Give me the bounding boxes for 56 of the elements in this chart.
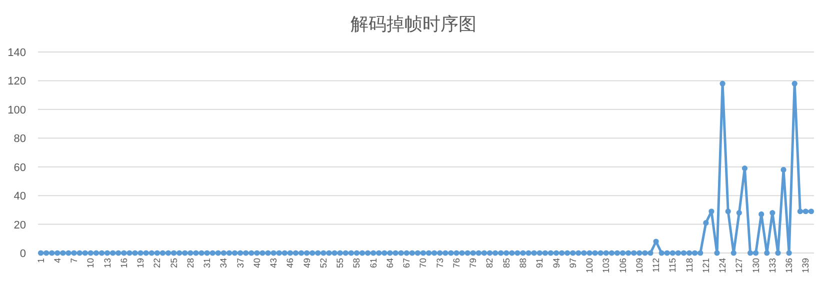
x-tick-label: 64 [384,258,395,268]
x-tick-label: 121 [700,258,711,274]
y-tick-label: 120 [8,76,26,88]
y-tick-label: 60 [14,162,26,174]
y-tick-label: 140 [8,47,26,59]
x-tick-label: 25 [168,258,179,268]
x-tick-label: 52 [318,258,328,268]
x-tick-label: 16 [118,258,129,268]
x-tick-label: 97 [568,258,578,268]
x-tick-label: 127 [734,258,744,274]
x-tick-label: 28 [185,258,196,268]
x-tick-label: 13 [102,258,112,268]
x-tick-label: 55 [335,258,346,268]
x-tick-label: 79 [468,258,478,268]
y-tick-label: 40 [14,190,26,203]
x-tick-label: 10 [86,258,96,268]
y-tick-label: 80 [14,133,26,146]
x-tick-label: 118 [684,258,694,272]
x-tick-label: 61 [368,258,378,268]
x-tick-label: 76 [451,258,462,268]
x-tick-label: 106 [618,258,628,274]
title: 解码掉帧时序图 [350,14,476,34]
x-tick-label: 94 [551,258,562,268]
x-tick-label: 40 [252,258,262,268]
x-tick-label: 37 [235,258,246,268]
x-tick-label: 124 [718,258,728,274]
x-tick-label: 109 [634,258,644,274]
x-tick-label: 34 [218,258,229,268]
y-tick-label: 20 [14,219,26,232]
x-tick-label: 112 [651,258,662,272]
x-tick-label: 73 [434,258,445,268]
x-tick-label: 136 [784,258,794,274]
x-tick-label: 82 [484,258,495,268]
x-tick-label: 43 [268,258,279,268]
x-tick-label: 91 [534,258,545,268]
x-tick-label: 85 [501,258,512,268]
x-tick-label: 130 [750,258,761,274]
x-tick-label: 103 [601,258,612,274]
y-tick-label: 100 [8,104,26,116]
x-tick-label: 49 [302,258,312,268]
x-tick-label: 4 [52,258,62,264]
x-tick-label: 58 [352,258,362,268]
x-tick-label: 88 [518,258,528,268]
x-tick-label: 133 [767,258,778,274]
y-tick-label: 0 [20,248,26,260]
x-tick-label: 31 [202,258,212,268]
x-tick-label: 22 [152,258,162,268]
x-tick-label: 19 [136,258,146,268]
x-tick-label: 1 [36,258,46,264]
x-tick-label: 67 [402,258,412,268]
x-tick-label: 46 [285,258,296,268]
x-tick-label: 139 [800,258,811,274]
x-tick-label: 115 [668,258,678,272]
x-tick-label: 7 [69,258,80,264]
x-tick-label: 100 [584,258,595,274]
x-tick-label: 70 [418,258,428,268]
